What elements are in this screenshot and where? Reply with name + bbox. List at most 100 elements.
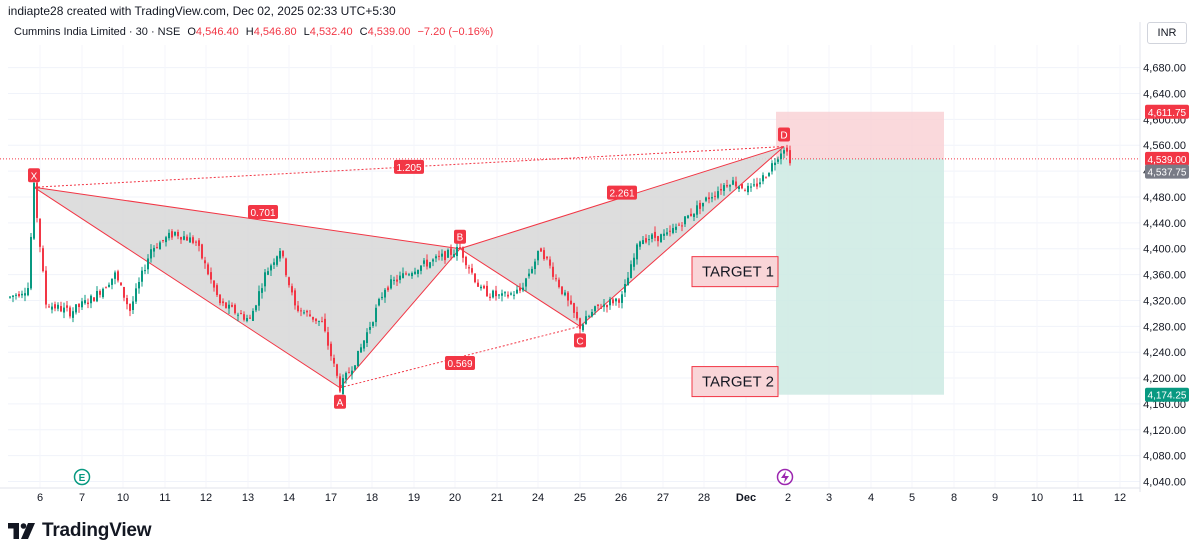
x-tick-label: 3 (826, 492, 832, 504)
candle-body (594, 306, 596, 312)
candle-body (345, 372, 347, 380)
candle-body (729, 185, 731, 187)
candle-body (297, 305, 299, 311)
candle-body (240, 313, 242, 315)
candle-body (273, 262, 275, 265)
candle-body (516, 289, 518, 294)
xab-triangle (33, 186, 461, 389)
candle-body (747, 185, 749, 193)
y-tick-label: 4,400.00 (1143, 244, 1186, 256)
candle-body (450, 248, 452, 255)
candle-body (132, 301, 134, 311)
candle-body (300, 310, 302, 312)
candle-body (165, 237, 167, 243)
candle-body (369, 327, 371, 330)
point-label-d: D (780, 131, 787, 142)
candle-body (111, 278, 113, 285)
time-axis[interactable]: 6 7 10 11 12 13 14 17 18 19 20 21 24 25 26 27 28 Dec 2 3 4 5 8… (0, 487, 1140, 504)
symbol-name[interactable]: Cummins India Limited · 30 · NSE (14, 26, 181, 38)
target-text-1: TARGET 1 (702, 264, 774, 281)
footer: TradingView (0, 510, 1200, 552)
candle-body (702, 202, 704, 207)
candle-body (99, 291, 101, 295)
candle-body (387, 287, 389, 291)
candle-body (573, 303, 575, 313)
x-tick-label: 11 (1072, 492, 1083, 504)
candle-body (270, 265, 272, 271)
pattern-labels: X A B C D 0.701 1.205 0.569 2.261 (28, 127, 790, 409)
candle-body (414, 271, 416, 274)
earnings-icon[interactable]: E (73, 468, 91, 486)
brand-logo[interactable]: TradingView (8, 518, 152, 544)
ratio-badge (445, 356, 475, 371)
candle-body (24, 293, 26, 296)
x-tick-label: 18 (366, 492, 378, 504)
candle-body (189, 237, 191, 243)
y-tick-label: 4,320.00 (1143, 295, 1186, 307)
candles (9, 144, 791, 396)
candle-body (255, 305, 257, 311)
symbol-legend[interactable]: Cummins India Limited · 30 · NSE O4,546.… (14, 26, 493, 38)
candle-body (168, 232, 170, 239)
candle-body (231, 304, 233, 307)
price-axis[interactable]: 4,040.00 4,080.00 4,120.00 4,160.00 4,200.00… (1139, 22, 1189, 492)
stop-loss-zone (776, 111, 944, 159)
candle-body (294, 290, 296, 306)
candle-body (726, 185, 728, 187)
candle-body (159, 242, 161, 250)
candle-body (429, 262, 431, 268)
candle-body (39, 218, 41, 247)
candle-body (579, 318, 581, 329)
y-tick-label: 4,360.00 (1143, 270, 1186, 282)
candle-body (288, 277, 290, 286)
xd-ratio-line (33, 146, 785, 188)
candle-body (48, 306, 50, 308)
candle-body (276, 256, 278, 265)
candle-body (495, 290, 497, 297)
candle-body (336, 364, 338, 376)
candle-body (171, 231, 173, 238)
candle-body (630, 264, 632, 278)
price-tag (1145, 387, 1189, 402)
candle-body (324, 318, 326, 332)
candle-body (84, 300, 86, 304)
candle-body (738, 186, 740, 189)
position-zones (0, 111, 1140, 395)
candle-body (690, 213, 692, 216)
candle-body (474, 273, 476, 283)
candle-body (435, 256, 437, 259)
candle-body (582, 324, 584, 331)
x-tick-label: 17 (325, 492, 337, 504)
candle-body (537, 250, 539, 261)
candle-body (411, 273, 413, 277)
x-tick-label: 28 (698, 492, 710, 504)
candle-body (363, 340, 365, 349)
target-zone (776, 158, 944, 395)
y-tick-label: 4,560.00 (1143, 140, 1186, 152)
x-tick-label: 14 (283, 492, 295, 504)
close-label: C (359, 26, 368, 38)
open-value: 4,546.40 (195, 26, 239, 38)
currency-button[interactable]: INR (1147, 22, 1187, 44)
candle-body (744, 190, 746, 192)
candle-body (399, 275, 401, 280)
candle-body (312, 316, 314, 320)
event-markers: E (73, 468, 794, 486)
candle-body (372, 322, 374, 326)
candle-body (507, 294, 509, 297)
candle-body (342, 378, 344, 395)
dividend-lightning-icon[interactable] (776, 468, 794, 486)
candle-body (639, 241, 641, 247)
candle-body (420, 265, 422, 271)
ratio-label: 0.701 (250, 208, 275, 219)
candle-body (291, 286, 293, 293)
change-value: −7.20 (−0.16%) (417, 26, 494, 38)
ac-ratio-line (339, 325, 581, 389)
x-tick-label: 5 (909, 492, 915, 504)
candle-body (408, 274, 410, 276)
price-tag-label: 4,174.25 (1148, 391, 1187, 402)
candle-body (519, 287, 521, 291)
target-box-1 (691, 256, 779, 288)
candle-body (789, 150, 791, 164)
